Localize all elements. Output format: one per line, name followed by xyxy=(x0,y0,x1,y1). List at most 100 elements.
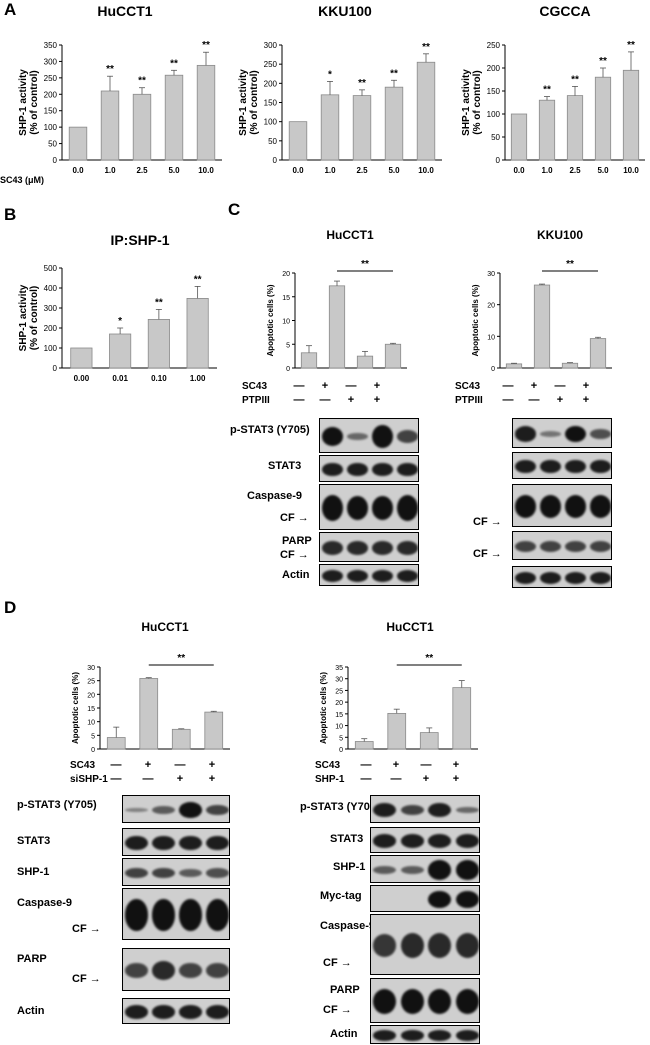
blot-d-right-parp xyxy=(370,978,480,1023)
treatment-label: SC43 xyxy=(242,381,268,392)
blot-band xyxy=(322,427,343,446)
y-tick-label: 300 xyxy=(44,57,58,66)
blot-c-hucct1-caspase9 xyxy=(319,484,419,530)
bar xyxy=(384,343,402,369)
blot-band xyxy=(455,806,479,814)
bar xyxy=(561,362,579,369)
y-tick-label: 15 xyxy=(282,295,290,302)
blot-d-left-shp1 xyxy=(122,858,230,886)
y-tick-label: 20 xyxy=(487,303,495,310)
treatment-sign: + xyxy=(321,380,329,392)
blot-c-hucct1-stat3 xyxy=(319,455,419,482)
treatment-sign: — xyxy=(293,380,305,392)
x-tick-label: 5.0 xyxy=(388,166,400,175)
bar xyxy=(452,687,472,750)
chart-title-d-hucct1-right: HuCCT1 xyxy=(386,620,434,634)
chart-title-d-hucct1-left: HuCCT1 xyxy=(141,620,189,634)
bracket-label: ** xyxy=(425,653,433,664)
y-tick-label: 250 xyxy=(44,74,58,83)
blot-band xyxy=(455,834,479,848)
treatment-sign: + xyxy=(373,380,381,392)
blot-band xyxy=(152,805,175,814)
significance-label: ** xyxy=(571,74,579,85)
y-tick-label: 10 xyxy=(487,334,495,341)
blot-band xyxy=(515,572,536,584)
y-tick-label: 25 xyxy=(87,679,95,686)
treatment-label: SC43 xyxy=(455,381,481,392)
chart-d1: 0 5 10 15 20 25 30 Apoptotic cells (%) ** xyxy=(71,653,230,754)
treatment-sign: + xyxy=(582,394,590,406)
bracket-label: ** xyxy=(566,259,574,270)
y-tick-label: 100 xyxy=(44,123,58,132)
blot-band xyxy=(322,541,343,555)
blot-band xyxy=(540,541,561,552)
treatment-sign: — xyxy=(360,759,372,771)
y-tick-label: 0 xyxy=(286,366,290,373)
treatment-sign: — xyxy=(390,773,402,785)
significance-label: ** xyxy=(106,64,114,75)
blot-band xyxy=(428,802,452,818)
treatment-sign: + xyxy=(176,773,184,785)
x-tick-label: 0.0 xyxy=(513,166,525,175)
blot-label-stat3: STAT3 xyxy=(268,460,302,472)
bar xyxy=(171,728,191,750)
y-tick-label: 5 xyxy=(339,735,343,742)
bar xyxy=(320,94,340,161)
chart-title-ip-shp1: IP:SHP-1 xyxy=(110,232,170,248)
significance-label: ** xyxy=(599,56,607,67)
treatment-sign: + xyxy=(530,380,538,392)
blot-band xyxy=(125,899,148,931)
y-tick-label: 50 xyxy=(268,137,277,146)
y-tick-label: 35 xyxy=(335,665,343,672)
y-tick-label: 150 xyxy=(487,87,501,96)
bracket-label: ** xyxy=(361,259,369,270)
y-axis-label: Apoptotic cells (%) xyxy=(471,284,480,356)
y-tick-label: 0 xyxy=(53,364,58,373)
blot-band xyxy=(206,804,229,816)
y-tick-label: 200 xyxy=(264,79,278,88)
treatment-label: SHP-1 xyxy=(315,774,345,785)
blot-band xyxy=(372,570,393,582)
blot-band xyxy=(373,802,397,818)
significance-label: ** xyxy=(627,40,635,51)
x-tick-label: 10.0 xyxy=(623,166,639,175)
blot-band xyxy=(540,431,561,437)
blot-band xyxy=(125,835,148,851)
y-tick-label: 500 xyxy=(44,264,58,273)
blot-d-left-parp xyxy=(122,948,230,991)
bar xyxy=(533,284,551,369)
y-tick-label: 350 xyxy=(44,41,58,50)
chart-a1: 0 50 100 150 200 250 300 350 SHP-1 activity(% of… xyxy=(18,40,222,175)
blot-band xyxy=(347,462,368,477)
bar xyxy=(538,99,556,161)
chart-a2: 0 50 100 150 200 250 300 SHP-1 activity(% of co… xyxy=(238,41,442,175)
bar xyxy=(70,347,93,369)
blot-label-caspase9: Caspase-9 xyxy=(247,490,303,502)
blot-d-left-stat3 xyxy=(122,828,230,856)
treatment-sign: — xyxy=(528,394,540,406)
treatment-sign: + xyxy=(392,759,400,771)
blot-d-right-actin xyxy=(370,1025,480,1044)
significance-label: ** xyxy=(358,78,366,89)
blot-band xyxy=(179,802,202,818)
y-tick-label: 200 xyxy=(44,90,58,99)
blot-band xyxy=(590,495,611,518)
blot-band xyxy=(400,834,424,848)
blot-band xyxy=(400,804,424,816)
x-tick-label: 0.01 xyxy=(112,374,128,383)
blot-d-right-shp1 xyxy=(370,855,480,883)
chart-title-c-kku100: KKU100 xyxy=(536,228,584,242)
treatment-sign: — xyxy=(293,394,305,406)
y-tick-label: 5 xyxy=(286,342,290,349)
treatment-sign: — xyxy=(360,773,372,785)
bar xyxy=(68,126,88,161)
blot-label-cf: CF → xyxy=(323,957,352,969)
blot-band xyxy=(565,495,586,518)
treatment-sign: — xyxy=(319,394,331,406)
bar xyxy=(416,61,436,161)
blot-band xyxy=(125,867,148,879)
y-tick-label: 50 xyxy=(48,140,57,149)
blot-band xyxy=(373,834,397,848)
y-axis-label: Apoptotic cells (%) xyxy=(71,672,80,744)
x-label-sc43-um: SC43 (μM) xyxy=(0,175,45,185)
